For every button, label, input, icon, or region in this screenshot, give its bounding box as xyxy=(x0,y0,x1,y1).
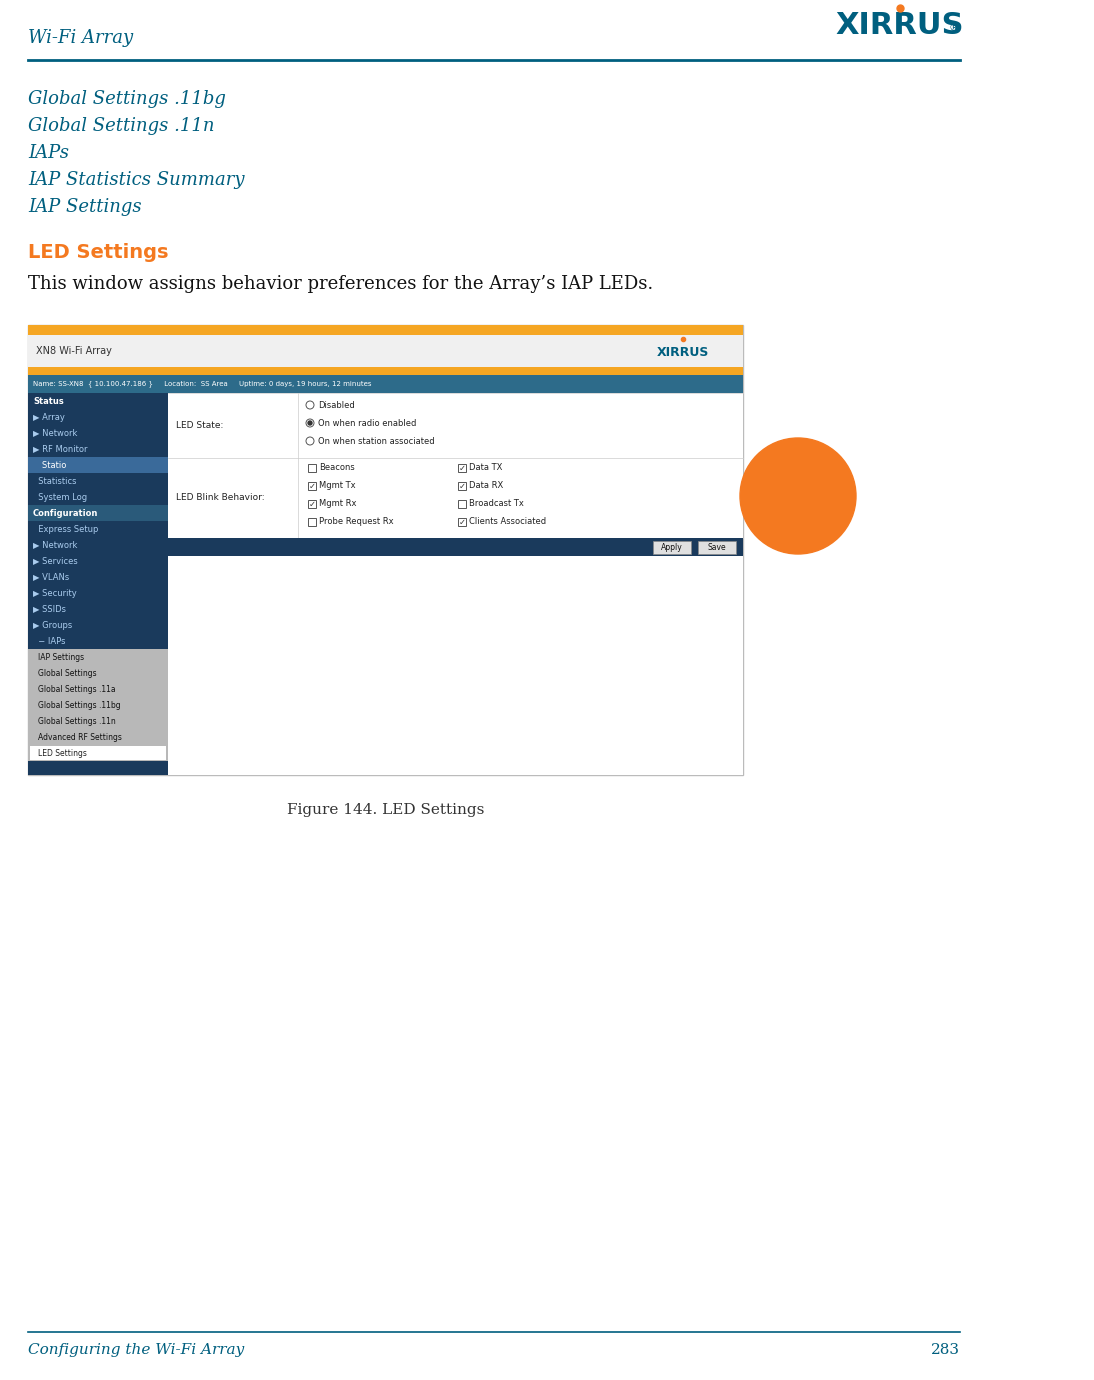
Bar xyxy=(30,747,166,760)
Text: ▶ SSIDs: ▶ SSIDs xyxy=(33,604,66,614)
Text: Beacons: Beacons xyxy=(319,464,354,472)
Text: Global Settings .11bg: Global Settings .11bg xyxy=(28,90,225,108)
Bar xyxy=(168,393,743,776)
Text: Express Setup: Express Setup xyxy=(33,524,98,534)
Text: Data RX: Data RX xyxy=(469,482,503,490)
Text: Name: SS-XN8  { 10.100.47.186 }     Location:  SS Area     Uptime: 0 days, 19 ho: Name: SS-XN8 { 10.100.47.186 } Location:… xyxy=(33,381,372,388)
Bar xyxy=(28,367,743,375)
Bar xyxy=(653,541,691,553)
Text: LED Settings: LED Settings xyxy=(38,748,86,758)
Text: Global Settings .11a: Global Settings .11a xyxy=(38,684,116,694)
Text: Configuring the Wi-Fi Array: Configuring the Wi-Fi Array xyxy=(28,1343,244,1357)
Text: ®: ® xyxy=(948,23,959,33)
Text: XIRRUS: XIRRUS xyxy=(656,346,709,360)
Text: Mgmt Rx: Mgmt Rx xyxy=(319,500,357,508)
Text: IAP Settings: IAP Settings xyxy=(28,197,141,217)
Text: ▶ Groups: ▶ Groups xyxy=(33,621,72,629)
Text: Global Settings .11n: Global Settings .11n xyxy=(38,716,116,726)
Bar xyxy=(698,541,736,553)
Text: ✓: ✓ xyxy=(459,464,466,472)
Text: Statio: Statio xyxy=(42,461,68,469)
Text: Save: Save xyxy=(708,542,726,552)
Text: Configuration: Configuration xyxy=(33,508,98,518)
Text: ▶ Array: ▶ Array xyxy=(33,413,65,421)
Text: Disabled: Disabled xyxy=(318,400,354,410)
Text: ✓: ✓ xyxy=(309,482,316,490)
Bar xyxy=(458,464,466,472)
Bar xyxy=(28,335,743,367)
Text: ✓: ✓ xyxy=(309,500,316,508)
Bar xyxy=(309,500,316,508)
Bar xyxy=(28,649,168,760)
Text: LED State:: LED State: xyxy=(176,421,223,429)
Bar xyxy=(28,393,168,776)
Bar xyxy=(458,518,466,526)
Bar xyxy=(28,375,743,393)
Circle shape xyxy=(740,437,856,553)
Circle shape xyxy=(306,437,314,444)
Circle shape xyxy=(306,420,314,426)
Text: ▶ Network: ▶ Network xyxy=(33,429,78,437)
Text: ▶ Network: ▶ Network xyxy=(33,541,78,549)
Text: On when station associated: On when station associated xyxy=(318,436,434,446)
Text: Figure 144. LED Settings: Figure 144. LED Settings xyxy=(287,803,485,817)
Text: Advanced RF Settings: Advanced RF Settings xyxy=(38,733,121,741)
Text: IAP Statistics Summary: IAP Statistics Summary xyxy=(28,171,244,189)
Bar xyxy=(28,505,168,522)
Bar xyxy=(28,326,743,335)
Text: 283: 283 xyxy=(931,1343,961,1357)
Text: Global Settings: Global Settings xyxy=(38,668,96,678)
Bar xyxy=(309,482,316,490)
Bar xyxy=(168,538,743,556)
Text: Probe Request Rx: Probe Request Rx xyxy=(319,518,394,527)
Bar xyxy=(28,457,168,473)
Text: ✓: ✓ xyxy=(459,518,466,527)
Text: Data TX: Data TX xyxy=(469,464,502,472)
Text: − IAPs: − IAPs xyxy=(33,636,66,646)
Text: XIRRUS: XIRRUS xyxy=(836,11,964,40)
Bar xyxy=(28,393,168,408)
Text: Statistics: Statistics xyxy=(33,476,77,486)
Bar xyxy=(309,464,316,472)
Bar xyxy=(458,482,466,490)
Text: LED Settings: LED Settings xyxy=(28,243,168,262)
Bar xyxy=(28,326,743,776)
Text: ▶ Services: ▶ Services xyxy=(33,556,78,566)
Text: On when radio enabled: On when radio enabled xyxy=(318,418,417,428)
Text: Wi-Fi Array: Wi-Fi Array xyxy=(28,29,133,47)
Circle shape xyxy=(309,421,312,425)
Text: System Log: System Log xyxy=(33,493,88,501)
Text: Global Settings .11n: Global Settings .11n xyxy=(28,117,214,135)
Text: Clients Associated: Clients Associated xyxy=(469,518,546,527)
Text: Status: Status xyxy=(33,396,63,406)
Text: LED Blink Behavior:: LED Blink Behavior: xyxy=(176,494,265,502)
Text: IAPs: IAPs xyxy=(28,144,69,161)
Bar xyxy=(458,500,466,508)
Text: ▶ VLANs: ▶ VLANs xyxy=(33,573,69,581)
Circle shape xyxy=(306,402,314,408)
Text: ▶ RF Monitor: ▶ RF Monitor xyxy=(33,444,88,454)
Text: Mgmt Tx: Mgmt Tx xyxy=(319,482,356,490)
Text: IAP Settings: IAP Settings xyxy=(38,653,84,661)
Text: XN8 Wi-Fi Array: XN8 Wi-Fi Array xyxy=(36,346,112,356)
Bar xyxy=(309,518,316,526)
Text: ▶ Security: ▶ Security xyxy=(33,588,77,598)
Text: ✓: ✓ xyxy=(459,482,466,490)
Text: Broadcast Tx: Broadcast Tx xyxy=(469,500,524,508)
Text: This window assigns behavior preferences for the Array’s IAP LEDs.: This window assigns behavior preferences… xyxy=(28,275,653,293)
Text: Global Settings .11bg: Global Settings .11bg xyxy=(38,701,120,709)
Text: Apply: Apply xyxy=(661,542,683,552)
